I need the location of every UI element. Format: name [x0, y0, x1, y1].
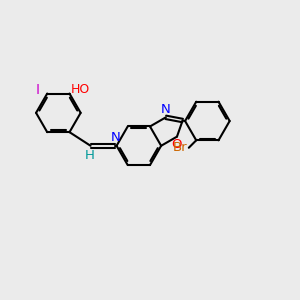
- Text: N: N: [110, 131, 120, 144]
- Text: I: I: [36, 83, 40, 97]
- Text: Br: Br: [173, 141, 188, 154]
- Text: HO: HO: [71, 83, 90, 96]
- Text: O: O: [172, 138, 182, 151]
- Text: H: H: [84, 149, 94, 162]
- Text: N: N: [161, 103, 171, 116]
